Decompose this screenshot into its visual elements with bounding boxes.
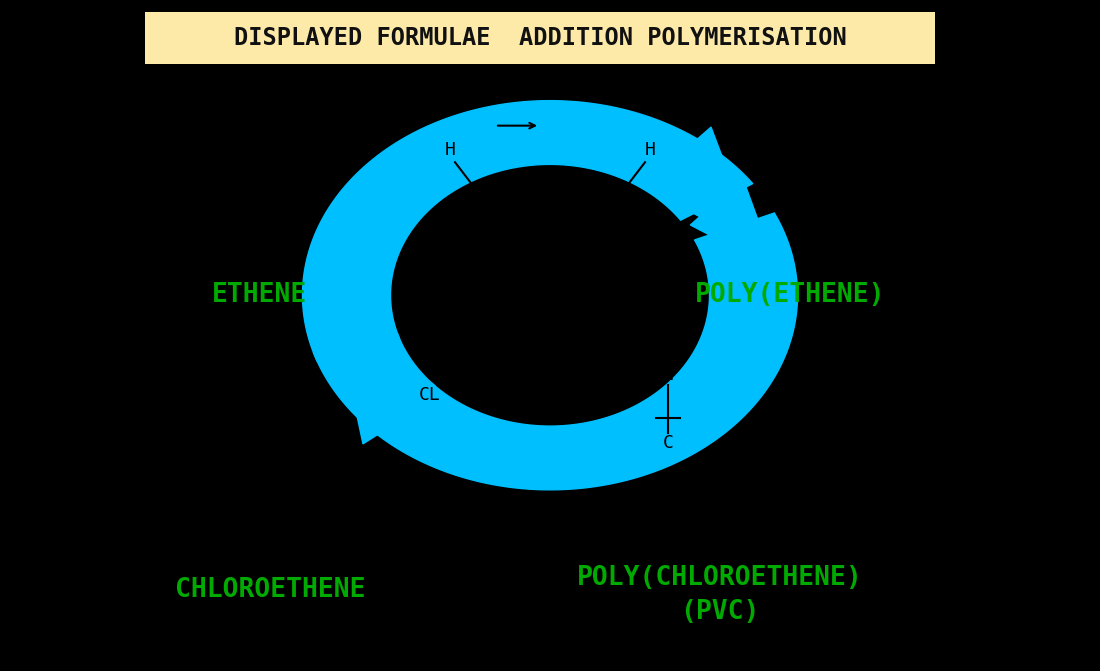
Text: CL: CL [419,386,441,404]
Polygon shape [691,179,775,270]
Polygon shape [320,293,398,388]
Polygon shape [644,127,756,247]
Text: (PVC): (PVC) [680,599,760,625]
Text: ETHENE: ETHENE [212,282,308,308]
Polygon shape [326,213,798,490]
FancyBboxPatch shape [145,12,935,64]
Text: C: C [662,434,673,452]
Text: CHLOROETHENE: CHLOROETHENE [175,577,365,603]
Text: POLY(CHLOROETHENE): POLY(CHLOROETHENE) [578,565,862,591]
Polygon shape [302,101,752,407]
Text: H: H [444,141,455,159]
Text: H: H [645,141,656,159]
Text: DISPLAYED FORMULAE  ADDITION POLYMERISATION: DISPLAYED FORMULAE ADDITION POLYMERISATI… [233,26,846,50]
Polygon shape [314,333,436,430]
Text: H: H [662,366,673,384]
Polygon shape [310,338,438,431]
Text: POLY(ETHENE): POLY(ETHENE) [695,282,886,308]
Polygon shape [337,319,439,444]
